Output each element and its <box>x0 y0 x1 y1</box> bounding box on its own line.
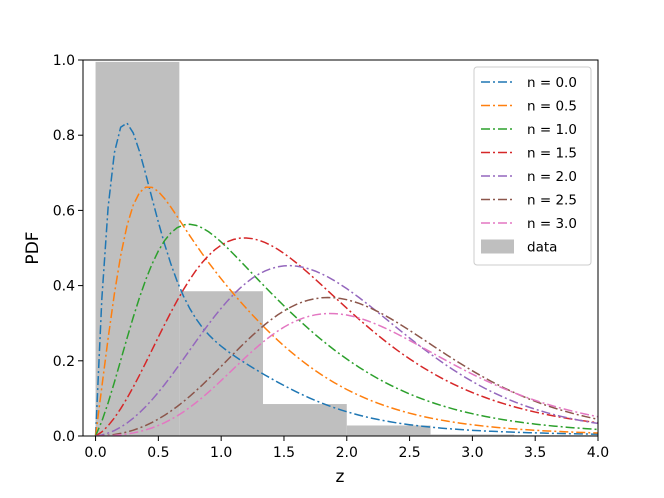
x-tick-label: 2.0 <box>336 445 358 461</box>
x-axis-ticks: 0.0 0.5 1.0 1.5 2.0 2.5 3.0 3.5 4.0 <box>84 436 609 461</box>
series-line <box>95 264 598 436</box>
x-axis-label: z <box>336 467 345 487</box>
legend: n = 0.0 n = 0.5 n = 1.0 n = 1.5 n = 2.0 n = 2… <box>473 66 592 266</box>
series-line <box>95 237 598 436</box>
legend-label: n = 2.0 <box>527 169 577 185</box>
series-lines <box>94 121 598 436</box>
histogram-bar <box>430 434 515 436</box>
plot-frame <box>82 59 599 437</box>
histogram-bar <box>179 291 263 436</box>
x-tick-label: 1.0 <box>210 445 232 461</box>
legend-label: data <box>527 240 557 256</box>
y-axis-label: PDF <box>23 231 43 264</box>
series-line <box>95 312 598 436</box>
y-tick-label: 0.0 <box>53 429 75 445</box>
y-tick-label: 1.0 <box>53 53 75 69</box>
legend-label: n = 3.0 <box>527 216 577 232</box>
histogram-bar <box>346 425 431 436</box>
x-tick-label: 2.5 <box>398 445 420 461</box>
y-tick-label: 0.6 <box>53 203 75 219</box>
y-tick-label: 0.8 <box>53 128 75 144</box>
x-tick-label: 4.0 <box>587 445 609 461</box>
legend-box <box>473 66 592 266</box>
x-tick-label: 0.5 <box>147 445 169 461</box>
legend-label: n = 1.0 <box>527 122 577 138</box>
legend-label: n = 2.5 <box>527 193 577 209</box>
legend-label: n = 0.5 <box>527 99 577 115</box>
series-line <box>94 121 598 436</box>
x-tick-label: 1.5 <box>273 445 295 461</box>
histogram-bar <box>262 404 347 436</box>
legend-bar-swatch <box>481 239 514 254</box>
legend-label: n = 1.5 <box>527 146 577 162</box>
legend-label: n = 0.0 <box>527 75 577 91</box>
y-axis-ticks: 0.0 0.2 0.4 0.6 0.8 1.0 <box>53 53 83 445</box>
x-tick-label: 3.5 <box>524 445 546 461</box>
y-tick-label: 0.4 <box>53 279 75 295</box>
series-line <box>95 296 598 436</box>
y-tick-label: 0.2 <box>53 354 75 370</box>
x-tick-label: 3.0 <box>461 445 483 461</box>
x-tick-label: 0.0 <box>84 445 106 461</box>
series-line <box>94 223 598 436</box>
series-line <box>94 186 598 436</box>
